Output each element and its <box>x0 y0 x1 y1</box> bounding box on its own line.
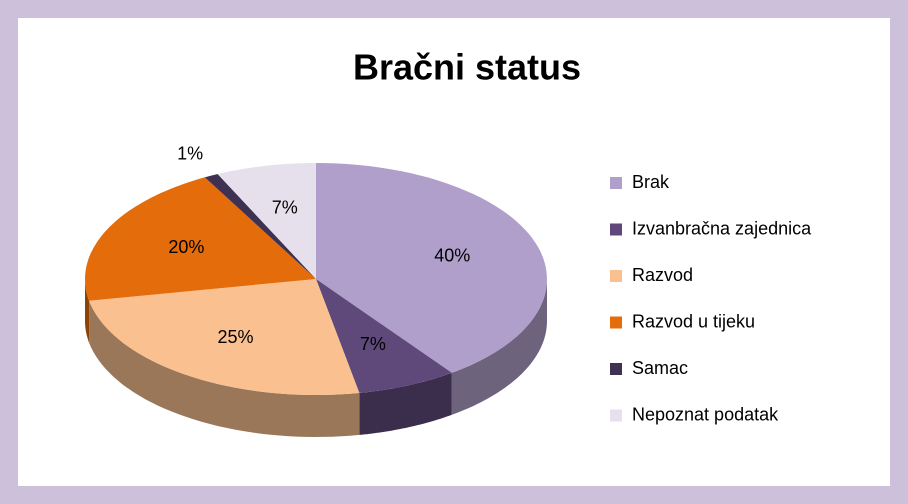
slice <box>316 279 452 393</box>
slice <box>204 174 316 279</box>
slice <box>217 163 316 279</box>
legend-label: Brak <box>632 172 670 192</box>
legend-label: Samac <box>632 358 688 378</box>
data-label: 7% <box>272 198 298 218</box>
chart: Bračni status 40% 7% 25% 20% 1% 7% Brak Izvanbr… <box>18 18 890 486</box>
slice-side <box>89 300 360 437</box>
slice <box>85 177 316 301</box>
data-label: 40% <box>434 246 470 266</box>
legend-label: Razvod <box>632 265 693 285</box>
slice <box>89 279 360 395</box>
legend-swatch <box>610 270 622 282</box>
legend-swatch <box>610 177 622 189</box>
legend-label: Nepoznat podatak <box>632 404 779 424</box>
legend-label: Razvod u tijeku <box>632 311 755 331</box>
data-label: 25% <box>217 327 253 347</box>
data-label: 7% <box>360 334 386 354</box>
data-label: 20% <box>168 237 204 257</box>
slice-side <box>359 372 452 435</box>
slice-side <box>85 279 90 343</box>
data-label: 1% <box>177 144 203 164</box>
slice <box>316 163 547 373</box>
legend-swatch <box>610 363 622 375</box>
legend-label: Izvanbračna zajednica <box>632 218 812 238</box>
legend-swatch <box>610 409 622 422</box>
legend-swatch <box>610 316 622 329</box>
legend-swatch <box>610 223 622 236</box>
slice-side <box>451 279 547 415</box>
chart-title: Bračni status <box>353 47 581 88</box>
